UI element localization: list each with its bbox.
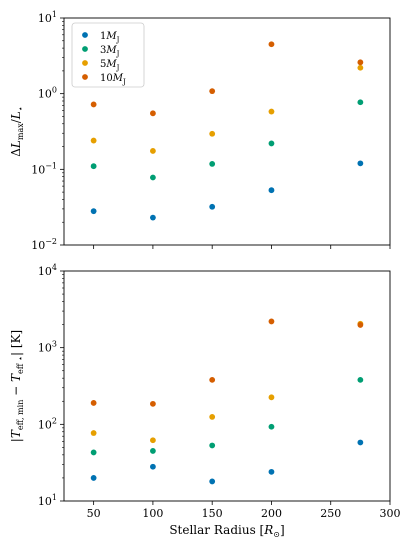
x-tick-label: 100: [142, 507, 163, 520]
data-point-series-2: [357, 64, 364, 71]
y-tick-label: 101: [38, 10, 57, 25]
data-point-series-1: [90, 163, 97, 170]
data-point-series-2: [268, 394, 275, 401]
data-point-series-0: [357, 439, 364, 446]
legend-marker: [82, 74, 88, 80]
data-point-series-1: [268, 140, 275, 147]
x-axis-label: Stellar Radius [R⊙]: [169, 523, 284, 539]
x-tick-label: 250: [320, 507, 341, 520]
data-point-series-3: [90, 400, 97, 406]
data-point-series-0: [90, 475, 97, 481]
y-tick-label: 102: [38, 416, 57, 431]
data-point-series-0: [209, 203, 216, 210]
data-point-series-1: [357, 376, 364, 383]
data-point-series-0: [357, 160, 364, 167]
data-point-series-0: [150, 214, 156, 221]
y-axis-label: ΔLmax/L⋆: [9, 106, 25, 157]
legend-marker: [82, 60, 88, 66]
data-point-series-0: [150, 463, 156, 470]
panel-temperature: 50 100 150 200 250 300 101 102 103 104 |Teff, min …: [9, 263, 401, 539]
legend-entry: 10MJ: [100, 73, 126, 86]
data-point-series-2: [209, 130, 216, 137]
data-point-series-2: [150, 437, 156, 444]
y-axis-label: |Teff, min − Teff ⋆| [K]: [9, 330, 25, 442]
data-point-series-2: [268, 108, 275, 115]
data-point-series-1: [209, 442, 216, 449]
data-point-series-3: [357, 59, 364, 66]
x-tick-label: 150: [202, 507, 223, 520]
data-point-series-1: [90, 449, 97, 456]
data-point-series-3: [150, 400, 156, 407]
x-tick-label: 300: [380, 507, 401, 520]
y-tick-label: 103: [38, 340, 57, 355]
data-point-series-1: [150, 448, 156, 454]
data-point-series-3: [150, 110, 156, 117]
legend-entry: 5MJ: [100, 59, 120, 72]
data-point-series-2: [209, 414, 216, 420]
legend-entry: 1MJ: [100, 31, 120, 44]
data-point-series-0: [268, 187, 275, 194]
legend-marker: [82, 32, 88, 38]
data-point-series-1: [209, 160, 216, 167]
data-point-series-2: [150, 148, 156, 154]
data-point-series-1: [150, 174, 156, 181]
data-point-series-3: [268, 318, 275, 325]
y-tick-label: 10−2: [31, 237, 57, 252]
x-tick-label: 50: [87, 507, 101, 520]
y-tick-label: 100: [38, 86, 57, 101]
data-point-series-1: [268, 423, 275, 430]
data-point-series-3: [209, 88, 216, 95]
legend-box: [71, 22, 145, 88]
y-tick-label: 104: [38, 263, 57, 278]
legend-entry: 3MJ: [100, 45, 120, 58]
data-point-series-1: [357, 99, 364, 106]
data-point-series-3: [90, 101, 97, 108]
data-point-series-3: [268, 41, 275, 48]
x-tick-label: 200: [261, 507, 282, 520]
data-point-series-3: [357, 322, 364, 328]
data-point-series-0: [268, 468, 275, 475]
data-point-series-3: [209, 376, 216, 383]
axes-frame: [63, 17, 391, 246]
data-point-series-2: [90, 137, 97, 144]
y-tick-label: 10−1: [31, 161, 57, 176]
data-point-series-0: [209, 478, 216, 485]
y-tick-label: 101: [38, 493, 57, 508]
data-point-series-0: [90, 208, 97, 215]
legend-marker: [82, 46, 88, 52]
axes-frame: [63, 270, 391, 502]
data-point-series-2: [90, 430, 97, 436]
